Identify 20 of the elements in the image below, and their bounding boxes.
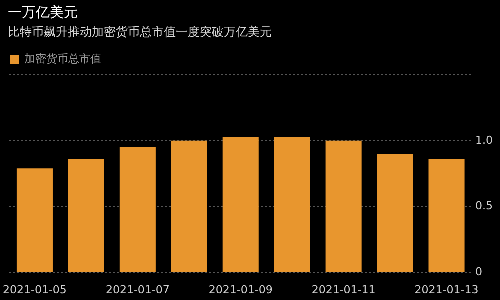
y-tick-label: 0 [476, 266, 483, 279]
bar [326, 140, 362, 272]
chart-title: 一万亿美元 [8, 4, 78, 22]
y-tick-label: 1.0 [476, 134, 494, 147]
bar [428, 159, 465, 272]
x-tick-label: 2021-01-05 [2, 283, 67, 296]
x-tick-label: 2021-01-09 [208, 283, 273, 296]
legend-label: 加密货币总市值 [24, 52, 102, 66]
chart-subtitle: 比特币飙升推动加密货币总市值一度突破万亿美元 [8, 24, 272, 41]
bar [68, 159, 104, 272]
bar [377, 154, 414, 272]
x-tick-label: 2021-01-13 [414, 283, 479, 296]
bar [274, 136, 310, 272]
bar [16, 168, 53, 272]
bar [120, 148, 156, 272]
bar [171, 140, 208, 272]
x-tick-label: 2021-01-07 [106, 283, 170, 296]
y-tick-label: 0.5 [476, 200, 494, 213]
x-tick-label: 2021-01-11 [312, 283, 376, 296]
bar [222, 136, 259, 272]
